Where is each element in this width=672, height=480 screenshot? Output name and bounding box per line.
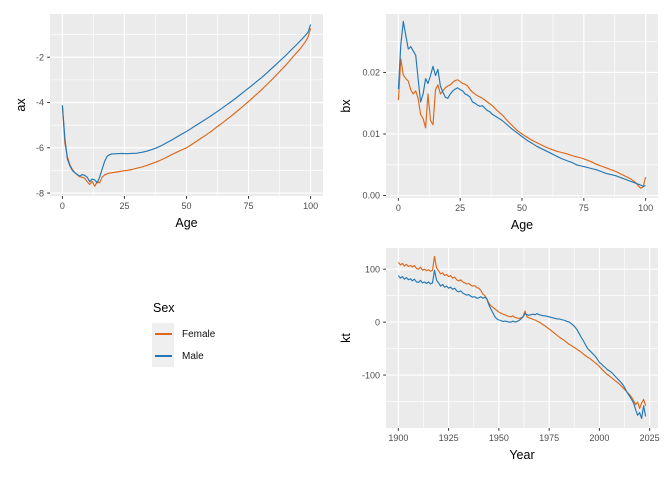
y-tick-label: 0.02 xyxy=(362,68,380,78)
legend-key-female xyxy=(152,323,174,345)
x-tick-label: 25 xyxy=(119,201,129,211)
legend-item-male: Male xyxy=(152,345,215,367)
series-female-ax xyxy=(61,28,312,187)
legend-items: Female Male xyxy=(152,323,215,367)
x-tick-label: 75 xyxy=(244,201,254,211)
x-tick-label: 25 xyxy=(455,203,465,213)
series-male-bx xyxy=(397,20,646,187)
y-tick-label: -100 xyxy=(362,370,380,380)
x-tick-label: 1925 xyxy=(439,433,459,443)
y-tick-label: -4 xyxy=(36,98,44,108)
female-line-swatch xyxy=(154,333,172,335)
legend-label-female: Female xyxy=(182,328,216,340)
chart-kt: 1900 1925 1950 1975 2000 2025 100 0 -100 Year kt xyxy=(339,248,660,462)
legend: Sex Female Male xyxy=(152,301,215,367)
y-axis-title-ax: ax xyxy=(14,98,28,112)
chart-ax: 0 25 50 75 100 -2 -4 -6 -8 Age ax xyxy=(14,14,323,230)
x-tick-label: 2000 xyxy=(589,433,609,443)
series-female-bx xyxy=(397,58,647,189)
y-tick-label: -6 xyxy=(36,143,44,153)
legend-title: Sex xyxy=(153,301,175,315)
y-tick-label: 0.01 xyxy=(362,129,380,139)
y-axis-title-bx: bx xyxy=(339,99,353,113)
male-line-swatch xyxy=(154,355,172,357)
x-tick-label: 1950 xyxy=(489,433,509,443)
x-tick-label: 50 xyxy=(181,201,191,211)
x-tick-label: 2025 xyxy=(640,433,660,443)
legend-key-male xyxy=(152,345,174,367)
series-male-kt xyxy=(397,269,647,420)
y-tick-label: 100 xyxy=(365,264,380,274)
x-tick-label: 100 xyxy=(638,203,653,213)
x-tick-label: 100 xyxy=(303,201,318,211)
x-tick-label: 50 xyxy=(517,203,527,213)
x-tick-label: 1900 xyxy=(388,433,408,443)
legend-item-female: Female xyxy=(152,323,215,345)
y-tick-label: 0.00 xyxy=(362,191,380,201)
panel-kt xyxy=(386,248,658,428)
x-tick-label: 0 xyxy=(60,201,65,211)
x-tick-label: 1975 xyxy=(539,433,559,443)
y-tick-label: -2 xyxy=(36,52,44,62)
x-tick-label: 0 xyxy=(396,203,401,213)
y-axis-title-kt: kt xyxy=(339,333,353,343)
series-male-ax xyxy=(61,24,312,184)
chart-bx: 0 25 50 75 100 0.00 0.01 0.02 Age bx xyxy=(339,14,658,232)
legend-label-male: Male xyxy=(182,350,204,362)
x-axis-title-kt: Year xyxy=(509,448,534,462)
y-tick-label: 0 xyxy=(375,317,380,327)
x-axis-title-bx: Age xyxy=(511,218,533,232)
x-tick-label: 75 xyxy=(579,203,589,213)
y-tick-label: -8 xyxy=(36,188,44,198)
x-axis-title-ax: Age xyxy=(175,216,197,230)
